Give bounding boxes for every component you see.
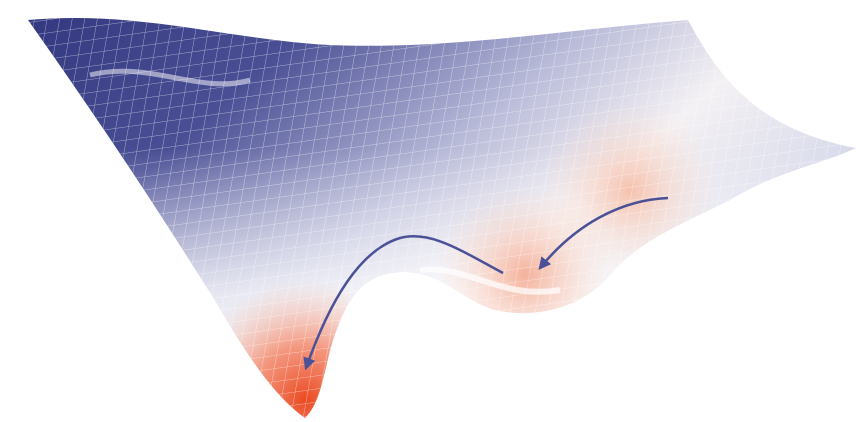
loss-landscape-illustration — [0, 0, 867, 422]
surface — [0, 0, 867, 422]
page — [0, 0, 867, 422]
